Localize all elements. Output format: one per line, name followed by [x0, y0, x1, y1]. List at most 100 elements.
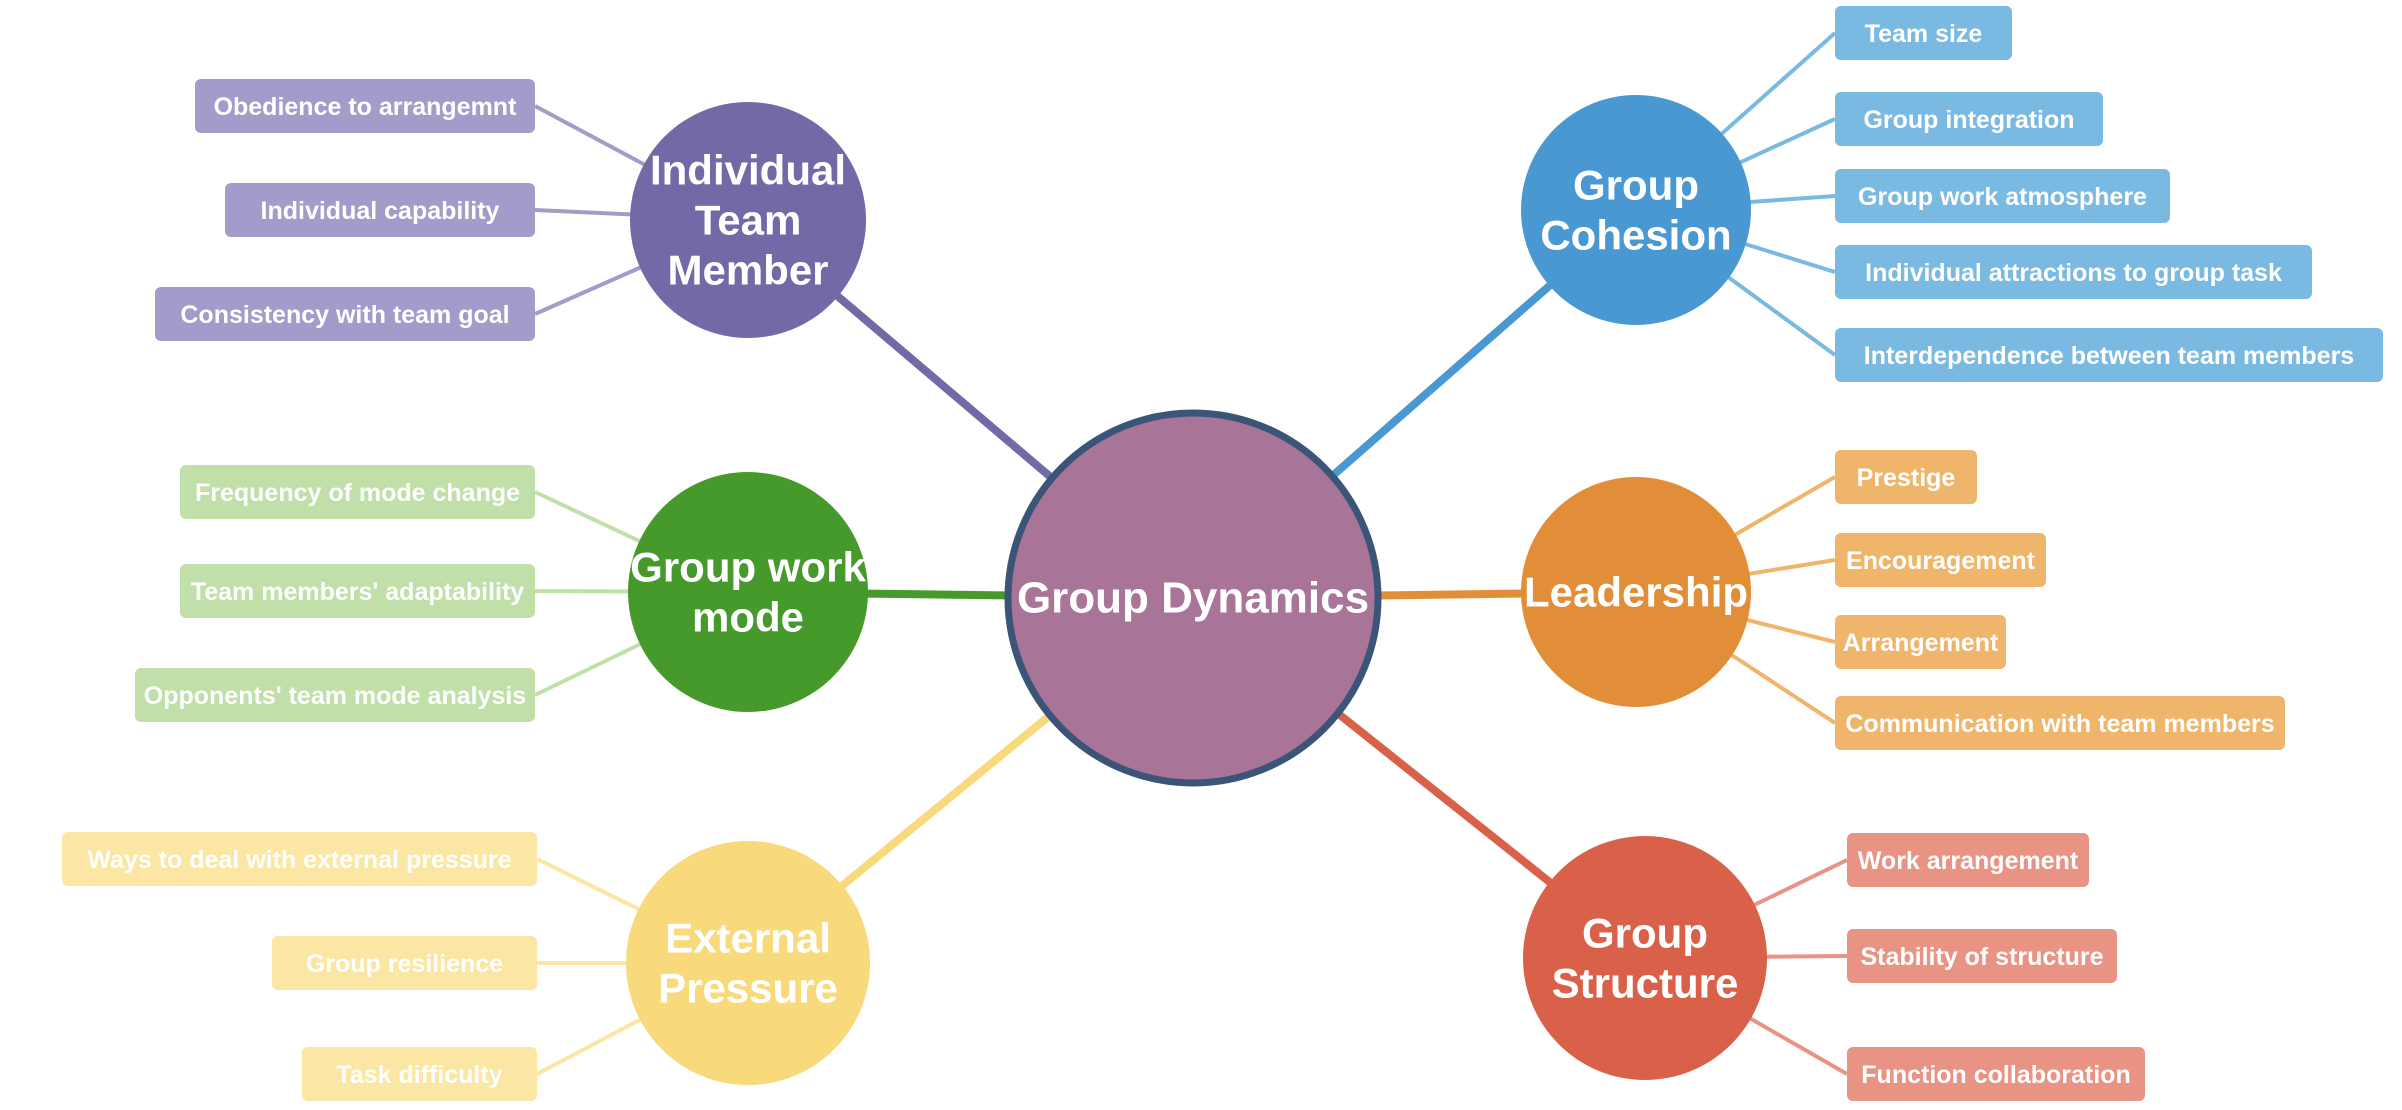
- leaf-node[interactable]: Team size: [1835, 6, 2012, 60]
- leaf-node[interactable]: Encouragement: [1835, 533, 2046, 587]
- leaf-node[interactable]: Stability of structure: [1847, 929, 2117, 983]
- leaf-box[interactable]: [272, 936, 537, 990]
- leaf-node[interactable]: Opponents' team mode analysis: [135, 668, 535, 722]
- leaf-node[interactable]: Individual capability: [225, 183, 535, 237]
- leaf-connector: [1732, 475, 1837, 538]
- leaf-node[interactable]: Function collaboration: [1847, 1047, 2145, 1101]
- center-node-circle[interactable]: [1004, 409, 1382, 787]
- leaf-connector: [1748, 194, 1836, 205]
- branch-connector-group-cohesion: [1326, 280, 1556, 482]
- leaf-box[interactable]: [225, 183, 535, 237]
- leaf-connector: [1764, 954, 1848, 959]
- branch-label-line: Individual: [650, 147, 846, 194]
- branch-node-circle[interactable]: [628, 472, 868, 712]
- branch-node-circle[interactable]: [626, 841, 870, 1085]
- branch-connector-individual-team-member: [832, 290, 1058, 484]
- branch-label-line: Structure: [1552, 960, 1739, 1007]
- leaf-node[interactable]: Group resilience: [272, 936, 537, 990]
- leaf-label: Interdependence between team members: [1864, 342, 2354, 370]
- leaf-box[interactable]: [302, 1047, 537, 1101]
- leaf-label: Communication with team members: [1845, 710, 2274, 738]
- leaf-box[interactable]: [1835, 615, 2006, 669]
- leaf-box[interactable]: [195, 79, 535, 133]
- connector-lines: [534, 31, 1848, 1076]
- leaf-node[interactable]: Individual attractions to group task: [1835, 245, 2312, 299]
- leaf-label: Ways to deal with external pressure: [87, 846, 511, 874]
- branch-node-circle[interactable]: [1521, 95, 1751, 325]
- leaf-box[interactable]: [1835, 533, 2046, 587]
- leaf-connector: [1752, 858, 1848, 908]
- branch-node-circle[interactable]: [630, 102, 866, 338]
- leaf-box[interactable]: [135, 668, 535, 722]
- leaf-connector: [1719, 31, 1837, 137]
- leaf-box[interactable]: [1835, 450, 1977, 504]
- leaf-label: Work arrangement: [1858, 847, 2079, 875]
- leaf-box[interactable]: [1835, 328, 2383, 382]
- leaf-connector: [1748, 1016, 1848, 1076]
- leaf-label: Arrangement: [1843, 629, 1999, 657]
- leaf-node[interactable]: Team members' adaptability: [180, 564, 535, 618]
- leaf-label: Prestige: [1857, 464, 1956, 492]
- leaf-node[interactable]: Task difficulty: [302, 1047, 537, 1101]
- leaf-node[interactable]: Group integration: [1835, 92, 2103, 146]
- leaf-label: Group work atmosphere: [1858, 183, 2147, 211]
- branch-label-line: Group: [1573, 162, 1699, 209]
- leaf-label: Team size: [1865, 20, 1983, 48]
- branch-label-line: External: [665, 915, 831, 962]
- leaf-connector: [536, 857, 642, 912]
- leaf-box[interactable]: [1835, 6, 2012, 60]
- leaf-node[interactable]: Arrangement: [1835, 615, 2006, 669]
- leaf-connector: [1747, 558, 1836, 577]
- branch-leadership[interactable]: Leadership: [1521, 477, 1751, 707]
- branch-label-line: Member: [667, 247, 828, 294]
- leaf-label: Group resilience: [306, 950, 503, 978]
- branch-label-line: Leadership: [1524, 569, 1748, 616]
- leaf-label: Team members' adaptability: [191, 578, 524, 606]
- leaf-connector: [536, 1017, 643, 1076]
- leaf-box[interactable]: [180, 465, 535, 519]
- leaf-box[interactable]: [180, 564, 535, 618]
- leaf-label: Task difficulty: [336, 1061, 502, 1089]
- leaf-connector: [1743, 241, 1836, 274]
- leaf-node[interactable]: Frequency of mode change: [180, 465, 535, 519]
- leaf-box[interactable]: [155, 287, 535, 341]
- leaf-box[interactable]: [1847, 1047, 2145, 1101]
- branch-label-line: Team: [695, 197, 802, 244]
- leaf-box[interactable]: [1835, 245, 2312, 299]
- leaf-label: Frequency of mode change: [195, 479, 520, 507]
- branch-label-line: Cohesion: [1540, 212, 1731, 259]
- center-node[interactable]: Group Dynamics: [1004, 409, 1382, 787]
- branch-connector-external-pressure: [836, 709, 1056, 892]
- leaf-node[interactable]: Prestige: [1835, 450, 1977, 504]
- branch-label-line: Group: [1582, 910, 1708, 957]
- leaf-label: Stability of structure: [1860, 943, 2103, 971]
- leaf-node[interactable]: Communication with team members: [1835, 696, 2285, 750]
- leaf-box[interactable]: [1835, 92, 2103, 146]
- leaf-box[interactable]: [1835, 696, 2285, 750]
- leaf-node[interactable]: Group work atmosphere: [1835, 169, 2170, 223]
- leaf-label: Consistency with team goal: [180, 301, 509, 329]
- leaf-label: Individual capability: [261, 197, 500, 225]
- leaf-node[interactable]: Interdependence between team members: [1835, 328, 2383, 382]
- leaf-node[interactable]: Work arrangement: [1847, 833, 2089, 887]
- leaf-label: Group integration: [1863, 106, 2074, 134]
- leaf-node[interactable]: Obedience to arrangemnt: [195, 79, 535, 133]
- leaf-connector: [534, 104, 647, 168]
- branch-node-circle[interactable]: [1523, 836, 1767, 1080]
- leaf-connector: [534, 265, 643, 316]
- leaf-node[interactable]: Ways to deal with external pressure: [62, 832, 537, 886]
- leaf-box[interactable]: [62, 832, 537, 886]
- leaf-label: Individual attractions to group task: [1865, 259, 2282, 287]
- leaf-connector: [1737, 117, 1836, 165]
- branch-node-circle[interactable]: [1521, 477, 1751, 707]
- leaf-box[interactable]: [1835, 169, 2170, 223]
- leaf-node[interactable]: Consistency with team goal: [155, 287, 535, 341]
- leaf-box[interactable]: [1847, 833, 2089, 887]
- leaf-box[interactable]: [1847, 929, 2117, 983]
- leaf-label: Obedience to arrangemnt: [214, 93, 518, 121]
